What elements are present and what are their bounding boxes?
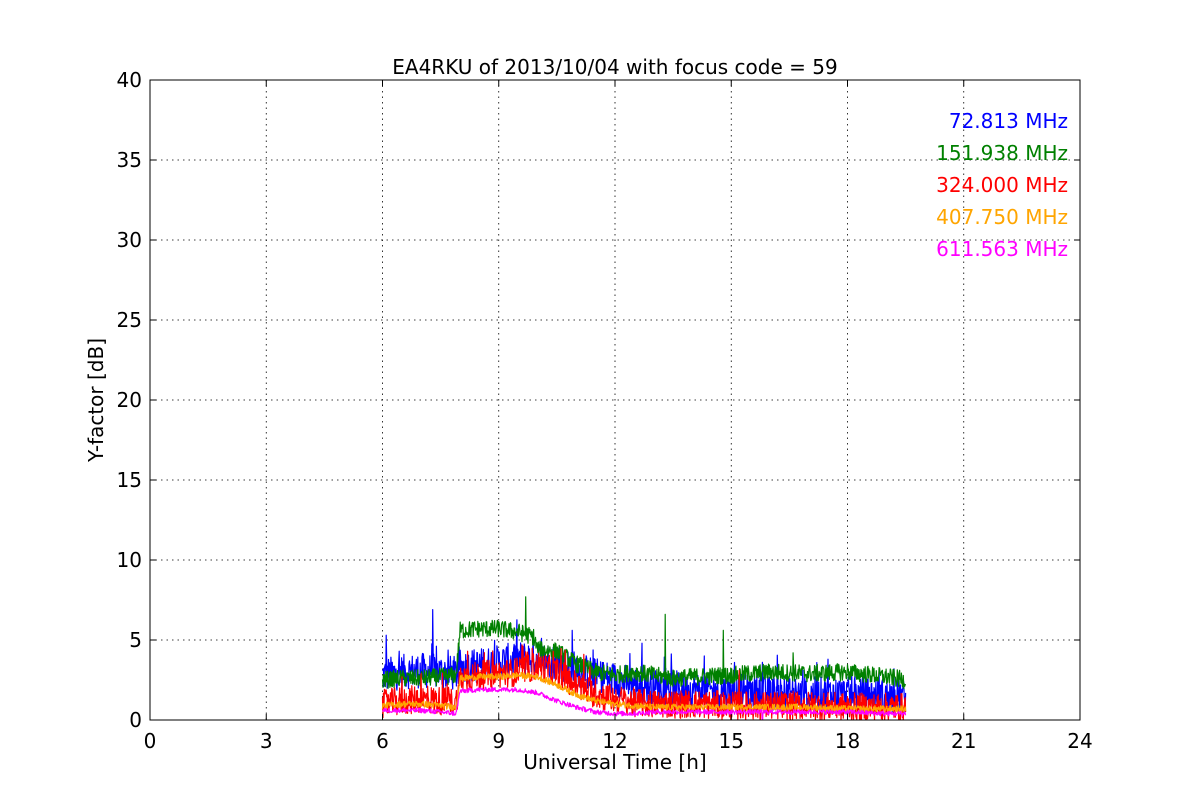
grid-layer xyxy=(150,80,1080,720)
y-tick-label: 5 xyxy=(129,628,142,652)
ticks-layer: 0 3 6 9 12 15 18 21 24 0 5 10 15 20 25 30 35 40 xyxy=(117,68,1093,753)
series-layer xyxy=(381,596,907,720)
x-tick-label: 21 xyxy=(951,729,976,753)
y-tick-label: 20 xyxy=(117,388,142,412)
x-tick-label: 6 xyxy=(376,729,389,753)
series-line-4 xyxy=(381,671,907,713)
y-tick-label: 30 xyxy=(117,228,142,252)
y-tick-label: 35 xyxy=(117,148,142,172)
x-tick-label: 3 xyxy=(260,729,273,753)
series-line-3 xyxy=(381,644,907,720)
y-tick-label: 40 xyxy=(117,68,142,92)
y-tick-label: 10 xyxy=(117,548,142,572)
y-axis-label: Y-factor [dB] xyxy=(84,338,108,463)
x-tick-label: 12 xyxy=(602,729,627,753)
y-tick-label: 25 xyxy=(117,308,142,332)
legend-entry-3: 324.000 MHz xyxy=(936,173,1068,197)
legend: 72.813 MHz 151.938 MHz 324.000 MHz 407.750 … xyxy=(936,109,1068,261)
x-tick-label: 0 xyxy=(144,729,157,753)
legend-entry-4: 407.750 MHz xyxy=(936,205,1068,229)
y-tick-label: 0 xyxy=(129,708,142,732)
series-line-5 xyxy=(381,686,907,720)
series-line-2 xyxy=(381,596,907,690)
x-tick-label: 18 xyxy=(835,729,860,753)
x-tick-label: 15 xyxy=(719,729,744,753)
x-tick-label: 9 xyxy=(492,729,505,753)
legend-entry-1: 72.813 MHz xyxy=(949,109,1068,133)
legend-entry-2: 151.938 MHz xyxy=(936,141,1068,165)
x-axis-label: Universal Time [h] xyxy=(523,750,706,774)
y-tick-label: 15 xyxy=(117,468,142,492)
legend-entry-5: 611.563 MHz xyxy=(936,237,1068,261)
x-tick-label: 24 xyxy=(1067,729,1092,753)
chart-title: EA4RKU of 2013/10/04 with focus code = 5… xyxy=(392,55,837,79)
